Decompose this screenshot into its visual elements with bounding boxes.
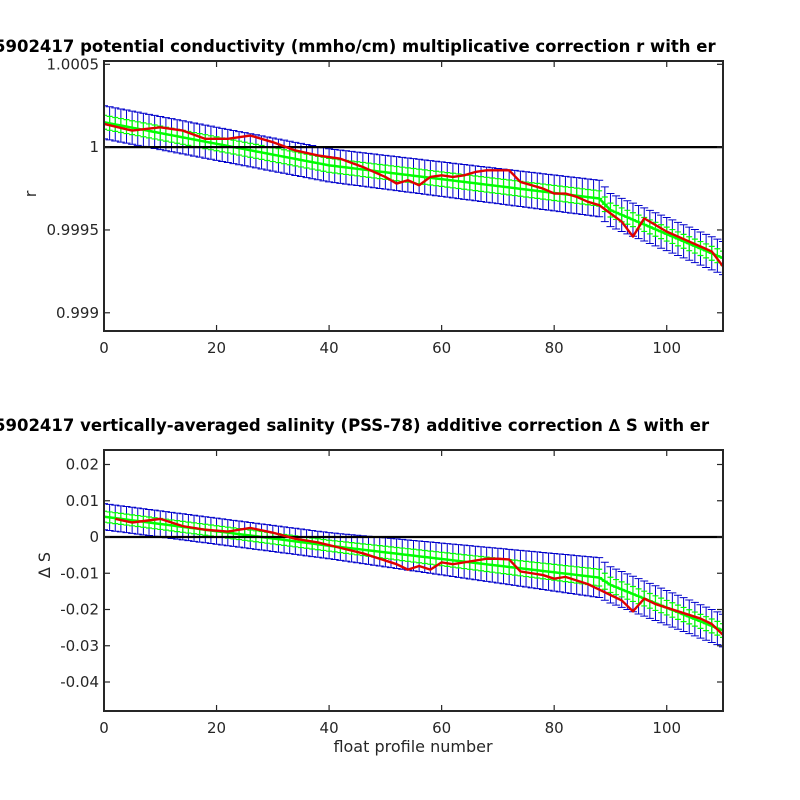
x-tick-label: 0	[99, 719, 109, 737]
error-bar	[719, 613, 723, 648]
y-tick-label: 0	[89, 528, 99, 546]
y-tick-label: -0.01	[60, 564, 99, 582]
error-bar	[104, 105, 108, 140]
bottom-panel-x-axis-label: float profile number	[333, 737, 493, 756]
x-tick-label: 100	[652, 719, 681, 737]
axes-box	[103, 60, 724, 332]
top-panel-title: 5902417 potential conductivity (mmho/cm)…	[0, 37, 716, 56]
estimate-line	[104, 122, 723, 268]
bottom-panel-title: 5902417 vertically-averaged salinity (PS…	[0, 416, 710, 435]
x-tick-label: 20	[207, 339, 226, 357]
error-bar	[104, 503, 108, 531]
y-tick-label: 0.02	[66, 456, 99, 474]
fit-line	[104, 121, 723, 260]
x-tick-label: 20	[207, 719, 226, 737]
plot-area	[104, 105, 723, 276]
x-tick-label: 40	[320, 339, 339, 357]
y-tick-label: 0.999	[56, 304, 99, 322]
y-tick-label: -0.03	[60, 637, 99, 655]
x-tick-label: 60	[432, 719, 451, 737]
bottom-panel-y-axis-label: ∆ S	[35, 552, 54, 579]
x-tick-label: 60	[432, 339, 451, 357]
y-tick-label: 0.9995	[47, 221, 100, 239]
estimate-line	[115, 517, 723, 636]
x-tick-label: 80	[545, 719, 564, 737]
bottom-panel: 5902417 vertically-averaged salinity (PS…	[0, 416, 724, 756]
x-tick-label: 80	[545, 339, 564, 357]
axes-box	[103, 449, 724, 712]
y-tick-label: -0.02	[60, 601, 99, 619]
y-tick-label: 1	[89, 138, 99, 156]
x-tick-label: 40	[320, 719, 339, 737]
y-tick-label: 1.0005	[47, 55, 100, 73]
y-tick-label: 0.01	[66, 492, 99, 510]
top-panel: 5902417 potential conductivity (mmho/cm)…	[0, 37, 724, 357]
x-tick-label: 0	[99, 339, 109, 357]
top-panel-y-axis-label: r	[21, 190, 40, 197]
plot-area	[104, 503, 723, 648]
error-bar	[719, 241, 723, 276]
y-tick-label: -0.04	[60, 673, 99, 691]
x-tick-label: 100	[652, 339, 681, 357]
